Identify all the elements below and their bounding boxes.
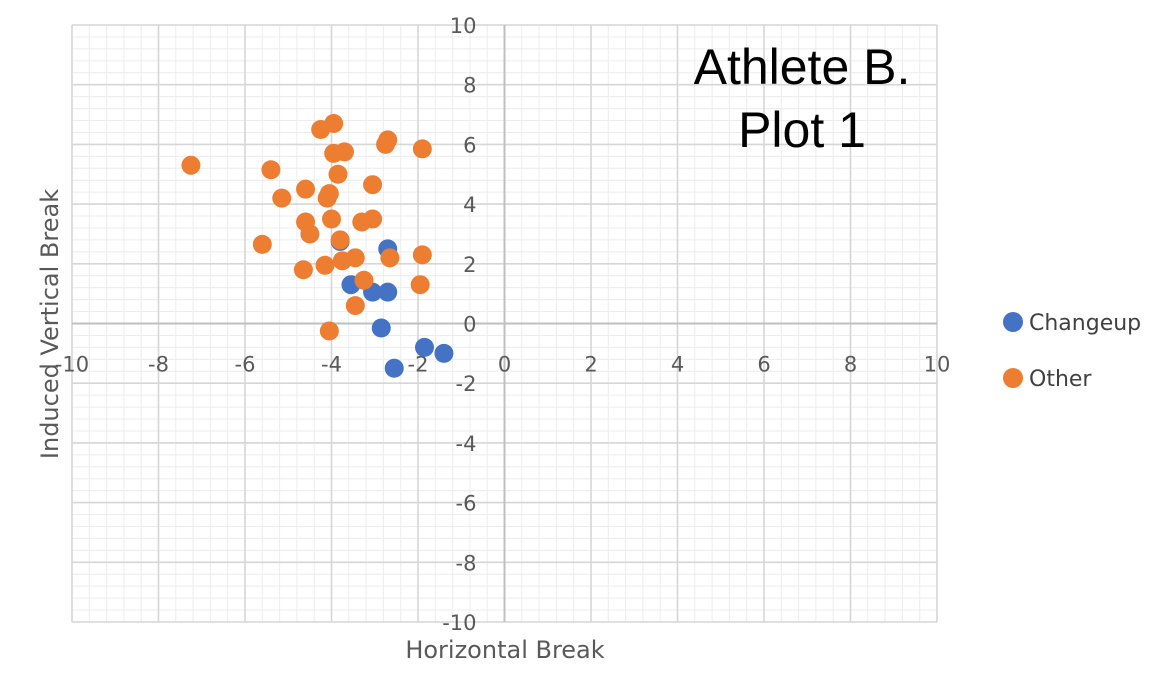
data-point-other (181, 155, 201, 175)
y-tick-label: -4 (456, 432, 477, 456)
data-point-other (363, 175, 383, 195)
chart-title-line-2: Plot 1 (738, 102, 866, 158)
data-point-other (252, 234, 272, 254)
y-tick-label: 0 (463, 313, 476, 337)
legend: Changeup Other (1003, 311, 1141, 392)
x-tick-label: 4 (671, 353, 684, 377)
data-point-other (410, 275, 430, 295)
data-point-other (319, 321, 339, 341)
data-point-changeup (371, 318, 391, 338)
data-point-other (300, 224, 320, 244)
data-points (181, 114, 454, 378)
x-tick-label: -8 (148, 353, 169, 377)
data-point-other (334, 142, 354, 162)
x-tick-label: 8 (844, 353, 857, 377)
y-axis-title: Induced Vertical Break (36, 189, 64, 459)
data-point-other (363, 209, 383, 229)
y-tick-label: -8 (456, 551, 477, 575)
chart-title-line-1: Athlete B. (694, 39, 911, 95)
data-point-other (317, 188, 337, 208)
data-point-changeup (378, 282, 398, 302)
x-tick-label: -10 (55, 353, 89, 377)
data-point-other (315, 255, 335, 275)
legend-marker-other (1003, 368, 1023, 388)
x-tick-label: -2 (408, 353, 429, 377)
legend-label-changeup: Changeup (1029, 311, 1141, 336)
y-tick-label: 8 (463, 74, 476, 98)
data-point-other (345, 248, 365, 268)
x-tick-label: -4 (321, 353, 342, 377)
data-point-other (272, 188, 292, 208)
data-point-other (354, 270, 374, 290)
data-point-other (376, 134, 396, 154)
data-point-other (322, 209, 341, 229)
y-tick-labels: -10 -8 -6 -4 -2 0 2 4 6 8 10 (442, 14, 476, 635)
data-point-other (345, 296, 365, 316)
legend-label-other: Other (1029, 367, 1092, 392)
x-tick-label: 2 (584, 353, 597, 377)
axes (72, 25, 937, 622)
data-point-changeup (384, 358, 404, 378)
data-point-changeup (414, 337, 434, 357)
y-tick-label: -10 (442, 611, 476, 635)
data-point-other (324, 114, 344, 134)
x-tick-label: 10 (924, 353, 951, 377)
data-point-other (328, 164, 348, 184)
y-tick-label: 4 (463, 193, 476, 217)
x-tick-label: 0 (498, 353, 511, 377)
data-point-other (293, 260, 313, 280)
x-tick-label: 6 (757, 353, 770, 377)
y-tick-label: 2 (463, 253, 476, 277)
data-point-other (412, 139, 432, 159)
y-tick-label: 6 (463, 133, 476, 157)
data-point-other (296, 179, 316, 199)
x-axis-title: Horizontal Break (405, 636, 604, 664)
data-point-other (261, 160, 281, 180)
legend-marker-changeup (1003, 312, 1023, 332)
x-tick-labels: -10 -8 -6 -4 -2 0 2 4 6 8 10 (55, 353, 951, 377)
y-tick-label: -6 (456, 492, 477, 516)
x-tick-label: -6 (235, 353, 256, 377)
data-point-other (330, 230, 350, 250)
data-point-other (380, 248, 400, 268)
y-tick-label: -2 (456, 372, 477, 396)
y-tick-label: 10 (450, 14, 477, 38)
data-point-changeup (434, 343, 454, 363)
data-point-other (412, 245, 432, 265)
